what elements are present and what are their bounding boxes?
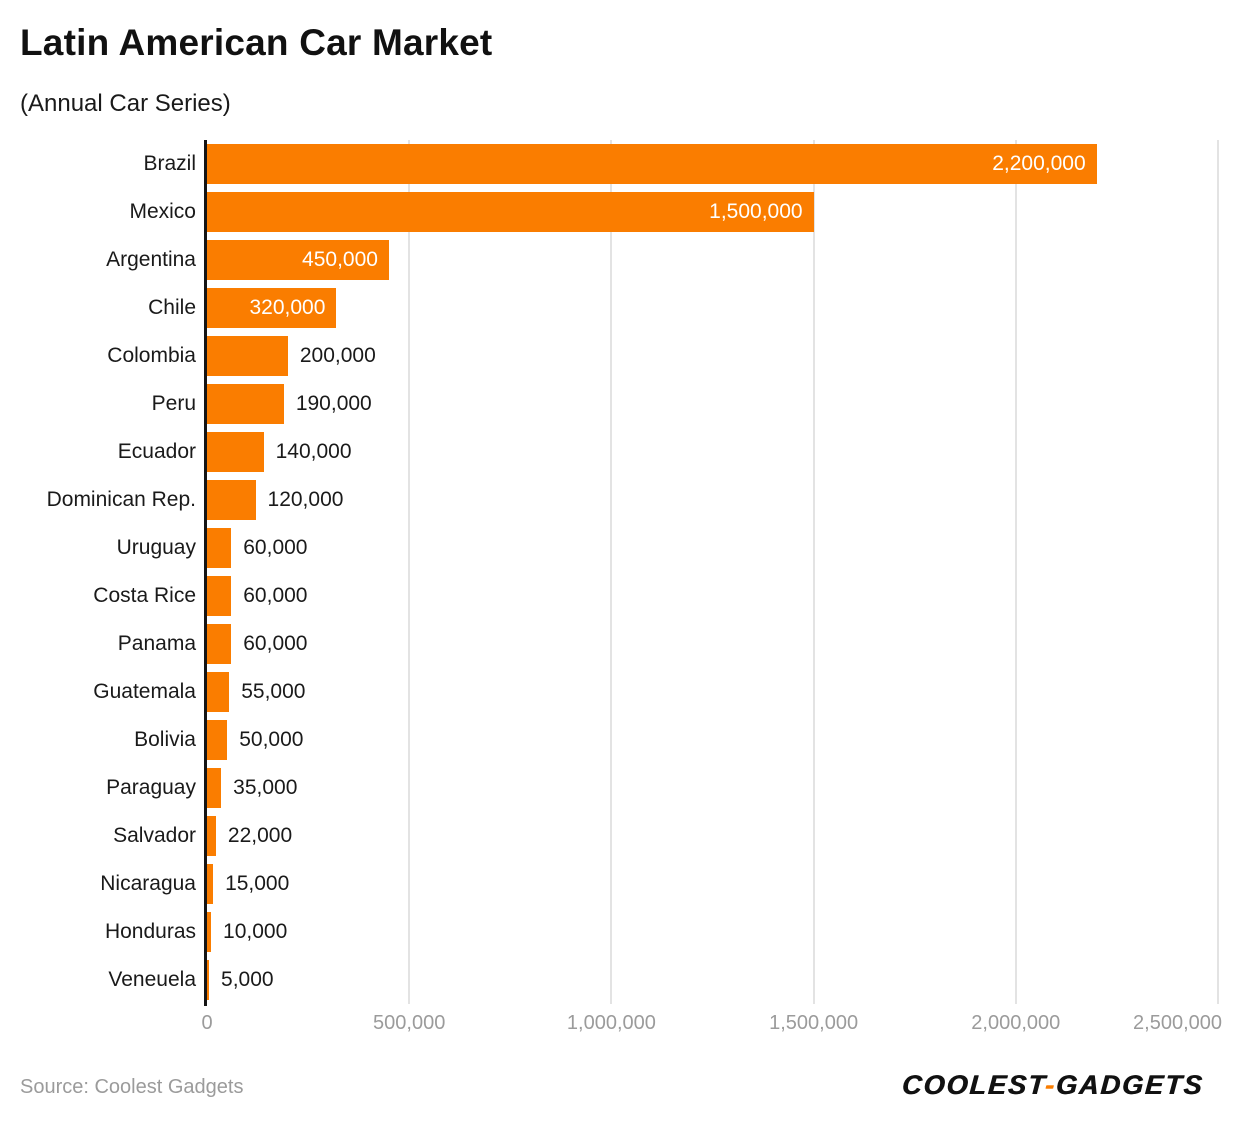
- x-axis-tick-label: 500,000: [373, 1012, 446, 1034]
- value-label: 320,000: [249, 296, 326, 319]
- bar-row: Chile 320,000: [0, 284, 1240, 332]
- category-label: Paraguay: [106, 776, 196, 799]
- category-label: Panama: [117, 632, 196, 655]
- bar-row: Panama 60,000: [0, 620, 1240, 668]
- x-axis-tick-label: 1,000,000: [566, 1012, 656, 1034]
- bar-row: Costa Rice 60,000: [0, 572, 1240, 620]
- bar-row: Brazil 2,200,000: [0, 140, 1240, 188]
- bar-row: Ecuador 140,000: [0, 428, 1240, 476]
- value-label: 1,500,000: [709, 200, 803, 223]
- category-label: Brazil: [143, 152, 196, 175]
- y-axis-line: [204, 140, 207, 1006]
- value-label: 50,000: [239, 728, 304, 751]
- category-label: Nicaragua: [100, 872, 196, 895]
- category-label: Uruguay: [116, 536, 196, 559]
- bar: [207, 720, 228, 760]
- gridline: [610, 140, 613, 1004]
- value-label: 60,000: [243, 584, 308, 607]
- value-label: 200,000: [299, 344, 376, 367]
- bar-row: Guatemala 55,000: [0, 668, 1240, 716]
- x-axis-tick-label: 0: [201, 1012, 213, 1034]
- source-text: Source: Coolest Gadgets: [20, 1076, 244, 1098]
- bar: [207, 384, 284, 424]
- brand-logo: coolest-gadgets: [901, 1070, 1205, 1101]
- gridline: [812, 140, 815, 1004]
- bar: [207, 624, 232, 664]
- bar-row: Peru 190,000: [0, 380, 1240, 428]
- value-label: 15,000: [225, 872, 290, 895]
- value-label: 55,000: [241, 680, 306, 703]
- gridline: [408, 140, 411, 1004]
- bar: [207, 912, 212, 952]
- bar-row: Salvador 22,000: [0, 812, 1240, 860]
- category-label: Honduras: [104, 920, 196, 943]
- x-axis-tick-label: 2,000,000: [971, 1012, 1061, 1034]
- bar: [207, 192, 814, 232]
- category-label: Costa Rice: [93, 584, 196, 607]
- category-label: Dominican Rep.: [46, 488, 196, 511]
- value-label: 120,000: [267, 488, 344, 511]
- bar: [207, 672, 230, 712]
- bar: [207, 960, 210, 1000]
- bar: [207, 816, 216, 856]
- gridline: [1217, 140, 1219, 1004]
- bar: [207, 480, 256, 520]
- bar: [207, 768, 222, 808]
- bar: [207, 528, 232, 568]
- value-label: 60,000: [243, 632, 308, 655]
- page-subtitle: (Annual Car Series): [20, 90, 231, 117]
- bar: [207, 864, 214, 904]
- value-label: 60,000: [243, 536, 308, 559]
- bar-row: Bolivia 50,000: [0, 716, 1240, 764]
- value-label: 22,000: [227, 824, 293, 847]
- bar-row: Dominican Rep. 120,000: [0, 476, 1240, 524]
- value-label: 2,200,000: [992, 152, 1086, 175]
- category-label: Salvador: [113, 824, 196, 847]
- x-axis-tick-label: 1,500,000: [769, 1012, 859, 1034]
- bar: [207, 576, 232, 616]
- bar-row: Colombia 200,000: [0, 332, 1240, 380]
- bar-row: Veneuela 5,000: [0, 956, 1240, 1004]
- x-axis-tick-label: 2,500,000: [1133, 1012, 1222, 1034]
- category-label: Mexico: [129, 200, 196, 223]
- bar-row: Honduras 10,000: [0, 908, 1240, 956]
- brand-logo-first: coolest: [901, 1070, 1047, 1100]
- bar: [207, 288, 337, 328]
- category-label: Argentina: [106, 248, 196, 271]
- bar: [207, 336, 288, 376]
- value-label: 35,000: [233, 776, 298, 799]
- value-label: 10,000: [223, 920, 288, 943]
- gridline: [1014, 140, 1017, 1004]
- bar-row: Paraguay 35,000: [0, 764, 1240, 812]
- bar: [207, 144, 1097, 184]
- bar-row: Mexico 1,500,000: [0, 188, 1240, 236]
- category-label: Guatemala: [93, 680, 196, 703]
- bar-row: Nicaragua 15,000: [0, 860, 1240, 908]
- value-label: 5,000: [221, 968, 274, 991]
- bar-row: Argentina 450,000: [0, 236, 1240, 284]
- bar-row: Uruguay 60,000: [0, 524, 1240, 572]
- category-label: Colombia: [107, 344, 196, 367]
- brand-logo-second: gadgets: [1055, 1070, 1206, 1100]
- category-label: Chile: [148, 296, 196, 319]
- value-label: 140,000: [275, 440, 352, 463]
- category-label: Ecuador: [117, 440, 196, 463]
- page-title: Latin American Car Market: [20, 22, 493, 63]
- category-label: Veneuela: [108, 968, 196, 991]
- bar: [207, 432, 264, 472]
- bar-chart: 0 500,000 1,000,000 1,500,000 2,000,000 2,500…: [0, 140, 1240, 1040]
- category-label: Peru: [151, 392, 196, 415]
- bar: [207, 240, 389, 280]
- category-label: Bolivia: [134, 728, 196, 751]
- value-label: 450,000: [302, 248, 378, 271]
- value-label: 190,000: [295, 392, 372, 415]
